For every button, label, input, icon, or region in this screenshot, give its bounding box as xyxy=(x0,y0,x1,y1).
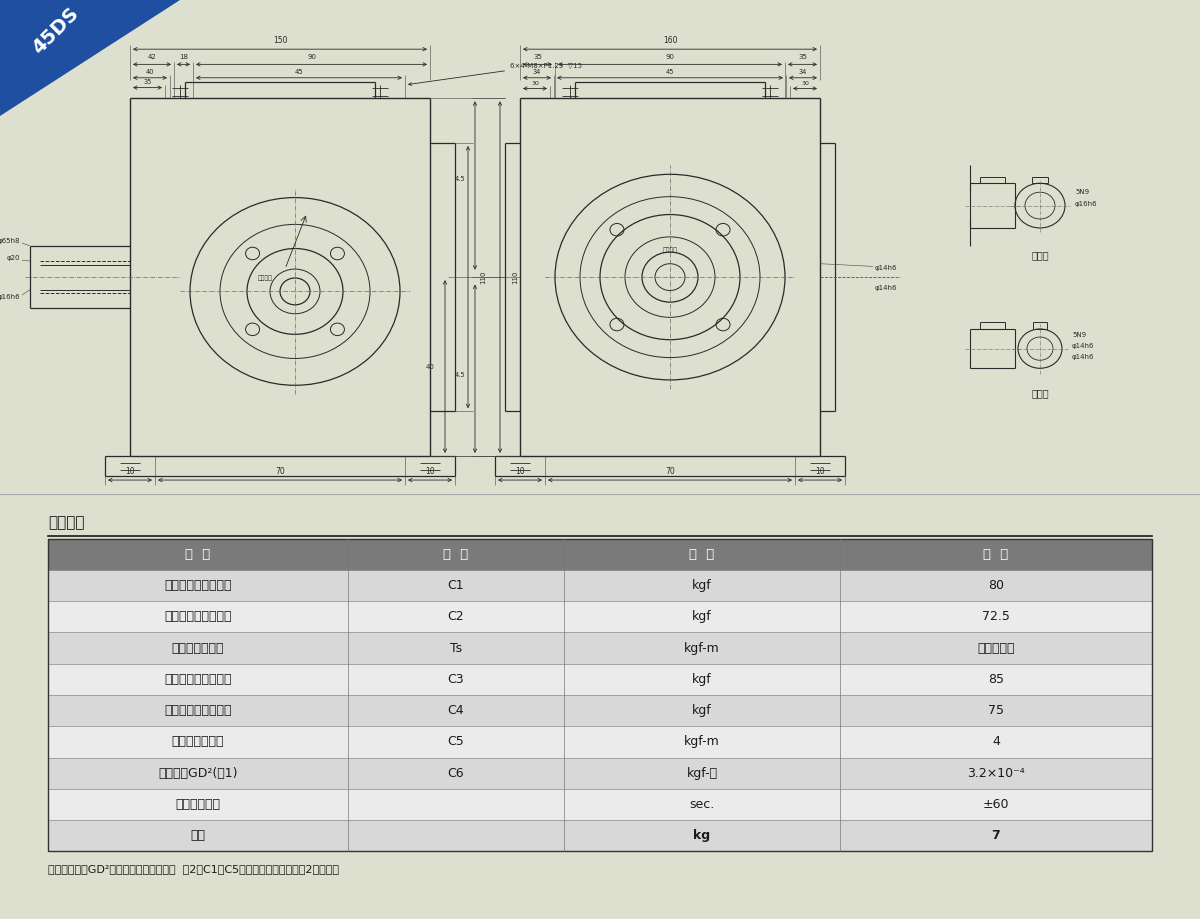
Text: kgf-m: kgf-m xyxy=(684,735,720,748)
Text: 10: 10 xyxy=(515,468,524,476)
Bar xyxy=(48,539,1152,570)
Text: ±60: ±60 xyxy=(983,798,1009,811)
Text: 80: 80 xyxy=(988,579,1004,592)
Text: 42: 42 xyxy=(148,54,156,61)
Text: 注：入力轴的GD²是在停留范围内的数值  注2：C1至C5数值是达到安全系数＝2时的数值: 注：入力轴的GD²是在停留范围内的数值 注2：C1至C5数值是达到安全系数＝2时… xyxy=(48,864,340,874)
Text: 90: 90 xyxy=(307,54,316,61)
Text: φ20: φ20 xyxy=(6,255,20,261)
Text: 35: 35 xyxy=(143,79,151,85)
Text: 45: 45 xyxy=(666,69,674,74)
Text: φ14h6: φ14h6 xyxy=(875,266,898,271)
Text: 160: 160 xyxy=(662,36,677,45)
Text: 入力轴: 入力轴 xyxy=(1031,389,1049,398)
Text: kgf: kgf xyxy=(692,704,712,717)
Bar xyxy=(48,570,1152,601)
Text: φ14h6: φ14h6 xyxy=(875,285,898,290)
Text: 入力轴容许径向负荷: 入力轴容许径向负荷 xyxy=(164,673,232,686)
Text: C4: C4 xyxy=(448,704,464,717)
Text: φ16h6: φ16h6 xyxy=(0,294,20,300)
Text: 70: 70 xyxy=(275,468,284,476)
Text: 10: 10 xyxy=(125,468,134,476)
Text: C2: C2 xyxy=(448,610,464,623)
Text: 110: 110 xyxy=(480,270,486,284)
Text: 定位分割精度: 定位分割精度 xyxy=(175,798,221,811)
Text: 10: 10 xyxy=(815,468,824,476)
Bar xyxy=(48,664,1152,695)
Text: 110: 110 xyxy=(512,270,518,284)
Text: 40: 40 xyxy=(145,69,155,74)
Bar xyxy=(48,601,1152,632)
Text: 30: 30 xyxy=(802,81,809,85)
Text: kgf: kgf xyxy=(692,579,712,592)
Text: C3: C3 xyxy=(448,673,464,686)
Text: kgf-m: kgf-m xyxy=(684,641,720,654)
Text: 150: 150 xyxy=(272,36,287,45)
Bar xyxy=(48,632,1152,664)
Text: 7: 7 xyxy=(991,829,1001,842)
Text: Ts: Ts xyxy=(450,641,462,654)
Text: 入力轴的GD²(注1): 入力轴的GD²(注1) xyxy=(158,766,238,779)
Text: 4.5: 4.5 xyxy=(455,372,466,379)
Text: 10: 10 xyxy=(425,468,434,476)
Text: 4.5: 4.5 xyxy=(455,176,466,182)
Bar xyxy=(48,726,1152,757)
Text: 18: 18 xyxy=(179,54,188,61)
Text: 34: 34 xyxy=(533,69,541,74)
Bar xyxy=(48,789,1152,820)
Text: 4: 4 xyxy=(992,735,1000,748)
Text: 项  目: 项 目 xyxy=(185,548,211,561)
Bar xyxy=(48,539,1152,851)
Text: kgf: kgf xyxy=(692,610,712,623)
Text: 出力轴容许力矩: 出力轴容许力矩 xyxy=(172,641,224,654)
Text: kgf-㎡: kgf-㎡ xyxy=(686,766,718,779)
Text: 70: 70 xyxy=(665,468,674,476)
Text: 75: 75 xyxy=(988,704,1004,717)
Text: 启腿位置: 启腿位置 xyxy=(258,275,272,281)
Text: 90: 90 xyxy=(666,54,674,61)
Text: 5N9: 5N9 xyxy=(1075,189,1090,195)
Polygon shape xyxy=(0,0,180,116)
Text: 34: 34 xyxy=(799,69,808,74)
Text: kgf: kgf xyxy=(692,673,712,686)
Text: φ65h8: φ65h8 xyxy=(0,238,20,244)
Text: φ14h6: φ14h6 xyxy=(1072,354,1094,359)
Bar xyxy=(48,695,1152,726)
Text: 35: 35 xyxy=(798,54,806,61)
Text: 出力轴: 出力轴 xyxy=(1031,250,1049,260)
Bar xyxy=(48,820,1152,851)
Text: 40: 40 xyxy=(426,364,434,369)
Text: 出力轴容许径向负荷: 出力轴容许径向负荷 xyxy=(164,579,232,592)
Text: 符  号: 符 号 xyxy=(443,548,469,561)
Text: φ16h6: φ16h6 xyxy=(1075,201,1098,207)
Text: sec.: sec. xyxy=(689,798,715,811)
Text: 30: 30 xyxy=(532,81,539,85)
Text: kg: kg xyxy=(694,829,710,842)
Text: 参考力矩表: 参考力矩表 xyxy=(977,641,1015,654)
Text: 6×4-M8×P1.25  ▽15: 6×4-M8×P1.25 ▽15 xyxy=(409,62,582,85)
Text: C6: C6 xyxy=(448,766,464,779)
Text: C1: C1 xyxy=(448,579,464,592)
Text: 出力轴容许轴向负荷: 出力轴容许轴向负荷 xyxy=(164,610,232,623)
Text: 35: 35 xyxy=(533,54,542,61)
Text: 停上位量: 停上位量 xyxy=(662,247,678,253)
Text: 入力轴最大弯曲力矩: 入力轴最大弯曲力矩 xyxy=(164,704,232,717)
Text: 72.5: 72.5 xyxy=(982,610,1010,623)
Text: 重量: 重量 xyxy=(191,829,205,842)
Text: 5N9: 5N9 xyxy=(1072,333,1086,338)
Text: 技术参数: 技术参数 xyxy=(48,516,84,530)
Text: φ14h6: φ14h6 xyxy=(1072,343,1094,349)
Bar xyxy=(48,757,1152,789)
Text: 入力轴最大扭矩: 入力轴最大扭矩 xyxy=(172,735,224,748)
Text: 85: 85 xyxy=(988,673,1004,686)
Text: 单  位: 单 位 xyxy=(689,548,715,561)
Text: 45DS: 45DS xyxy=(28,5,82,58)
Text: 数  值: 数 值 xyxy=(983,548,1009,561)
Text: 45: 45 xyxy=(295,69,304,74)
Text: C5: C5 xyxy=(448,735,464,748)
Text: 3.2×10⁻⁴: 3.2×10⁻⁴ xyxy=(967,766,1025,779)
